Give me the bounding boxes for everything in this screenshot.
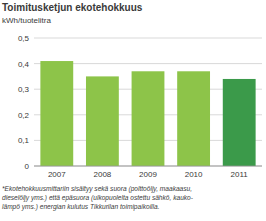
bars <box>40 61 255 166</box>
y-tick-label: 0 <box>25 162 30 171</box>
bar <box>86 76 119 166</box>
bar <box>132 71 165 166</box>
x-tick-label: 2011 <box>231 170 249 179</box>
subtitle: kWh/tuotelitra <box>2 16 51 25</box>
title: Toimitusketjun ekotehokkuus <box>2 2 143 13</box>
chart-svg: Toimitusketjun ekotehokkuus kWh/tuotelitr… <box>0 0 266 221</box>
bar <box>40 61 73 166</box>
footnote: dieselöljy yms.) että epäsuora (ulkopuol… <box>2 194 194 202</box>
x-tick-label: 2008 <box>94 170 112 179</box>
chart-container: Toimitusketjun ekotehokkuus kWh/tuotelitr… <box>0 0 266 221</box>
grid-line <box>34 38 262 39</box>
y-tick-label: 0,1 <box>18 136 30 145</box>
bar <box>177 71 210 166</box>
grid <box>34 38 262 166</box>
y-tick-label: 0,4 <box>18 60 30 69</box>
x-tick-label: 2009 <box>139 170 157 179</box>
x-tick-label: 2007 <box>48 170 66 179</box>
grid-line <box>34 166 262 167</box>
footnote: lämpö yms.) energian kulutus Tikkurilan … <box>2 203 160 211</box>
footnote: *Ekotehokkuusmittariin sisältyy sekä suo… <box>2 185 192 193</box>
baseline <box>34 166 262 167</box>
y-tick-label: 0,3 <box>18 85 30 94</box>
y-tick-label: 0,5 <box>18 34 30 43</box>
y-tick-label: 0,2 <box>18 111 30 120</box>
bar <box>223 79 256 166</box>
x-tick-label: 2010 <box>185 170 203 179</box>
